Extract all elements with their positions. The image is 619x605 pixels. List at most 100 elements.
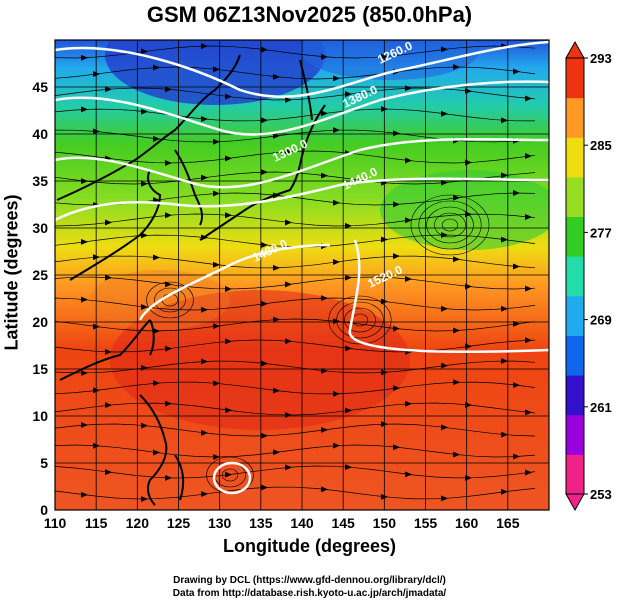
streamline-arrow [465, 401, 472, 408]
streamline-arrow [381, 236, 388, 243]
streamline-arrow [261, 484, 268, 491]
streamline-arrow [465, 159, 472, 166]
streamline-arrow [105, 86, 112, 93]
streamline-arrow [213, 453, 220, 460]
eddy-streamline [418, 200, 482, 250]
streamline-arrow [81, 296, 88, 303]
streamline-arrow [81, 106, 88, 113]
streamline-arrow [153, 64, 160, 71]
eddy-streamline [336, 301, 384, 339]
streamline-arrow [165, 345, 172, 352]
streamline-arrow [213, 261, 220, 268]
x-tick-label: 120 [126, 515, 150, 531]
streamline-arrow [225, 285, 232, 292]
streamline-arrow [321, 53, 328, 60]
streamline-arrow [105, 402, 112, 409]
streamline [55, 108, 536, 122]
colorbar-segment [566, 335, 584, 376]
streamline-arrow [501, 117, 508, 124]
streamline-arrow [201, 306, 208, 313]
streamline-arrow [201, 174, 208, 181]
streamline-arrow [525, 214, 532, 221]
x-tick-label: 110 [44, 515, 67, 531]
streamline-arrow [225, 471, 232, 478]
y-tick-label: 20 [32, 314, 48, 330]
streamline-arrow [285, 464, 292, 471]
geopotential-contour [55, 80, 549, 136]
streamline-arrow [273, 192, 280, 199]
streamline-arrow [225, 407, 232, 414]
streamline-arrow [261, 300, 268, 307]
streamline-arrow [261, 241, 268, 248]
credit-drawing: Drawing by DCL (https://www.gfd-dennou.o… [173, 575, 446, 586]
streamline [55, 318, 536, 332]
colorbar-top-arrow [565, 40, 585, 59]
geopotential-contour-closed [212, 461, 252, 495]
streamline-arrow [213, 66, 220, 73]
streamline-arrow [513, 263, 520, 270]
streamline-arrow [405, 217, 412, 224]
streamline-arrow [405, 276, 412, 283]
streamline-arrow [441, 110, 448, 117]
streamline-arrow [513, 190, 520, 197]
streamline-arrow [465, 283, 472, 290]
streamline-arrow [501, 358, 508, 365]
streamline-arrow [273, 73, 280, 80]
x-tick-label: 130 [208, 515, 232, 531]
streamline [55, 171, 536, 185]
streamline-arrow [153, 449, 160, 456]
streamline-arrow [201, 116, 208, 123]
streamline-arrow [381, 298, 388, 305]
streamline-arrow [141, 303, 148, 310]
streamline-arrow [93, 70, 100, 77]
y-tick-label: 0 [40, 502, 48, 518]
streamline-arrow [441, 232, 448, 239]
streamline-arrow [153, 135, 160, 142]
colorbar-tick-label: 261 [590, 400, 612, 415]
eddy-streamline [441, 218, 459, 232]
streamline-arrow [453, 327, 460, 334]
streamline-arrow [81, 178, 88, 185]
streamline-arrow [141, 48, 148, 55]
streamline-arrow [285, 281, 292, 288]
streamline-arrow [393, 385, 400, 392]
streamline-arrow [393, 201, 400, 208]
streamline-arrow [261, 360, 268, 367]
streamline-arrow [333, 199, 340, 206]
colorbar-segment [566, 414, 584, 455]
x-tick-label: 125 [167, 515, 191, 531]
streamline-arrow [153, 327, 160, 334]
streamline-arrow [381, 369, 388, 376]
streamline-arrow [141, 232, 148, 239]
streamline-arrow [93, 442, 100, 449]
streamline-arrow [273, 264, 280, 271]
streamline-arrow [453, 451, 460, 458]
streamline-arrow [93, 323, 100, 330]
streamline-arrow [453, 64, 460, 71]
x-tick-label: 165 [496, 515, 520, 531]
colorbar-bottom-arrow [565, 493, 585, 512]
streamline-arrow [81, 491, 88, 498]
streamline-arrow [141, 422, 148, 429]
streamline-arrow [105, 348, 112, 355]
eddy-streamline [221, 468, 239, 482]
streamline-arrow [381, 421, 388, 428]
colorbar-segment [566, 454, 584, 495]
y-tick-label: 35 [32, 173, 48, 189]
streamline-arrow [285, 148, 292, 155]
streamline [55, 360, 536, 374]
x-axis-label: Longitude (degrees) [222, 536, 396, 556]
streamline-arrow [441, 362, 448, 369]
streamline [55, 234, 536, 248]
streamline-arrow [165, 159, 172, 166]
streamline-arrow [321, 426, 328, 433]
streamline-arrow [333, 442, 340, 449]
streamline-arrow [405, 400, 412, 407]
streamline-arrow [345, 274, 352, 281]
y-tick-label: 15 [32, 361, 48, 377]
y-axis-label: Latitude (degrees) [1, 194, 22, 351]
streamline-arrow [333, 258, 340, 265]
streamline-arrow [381, 53, 388, 60]
streamline-arrow [225, 93, 232, 100]
